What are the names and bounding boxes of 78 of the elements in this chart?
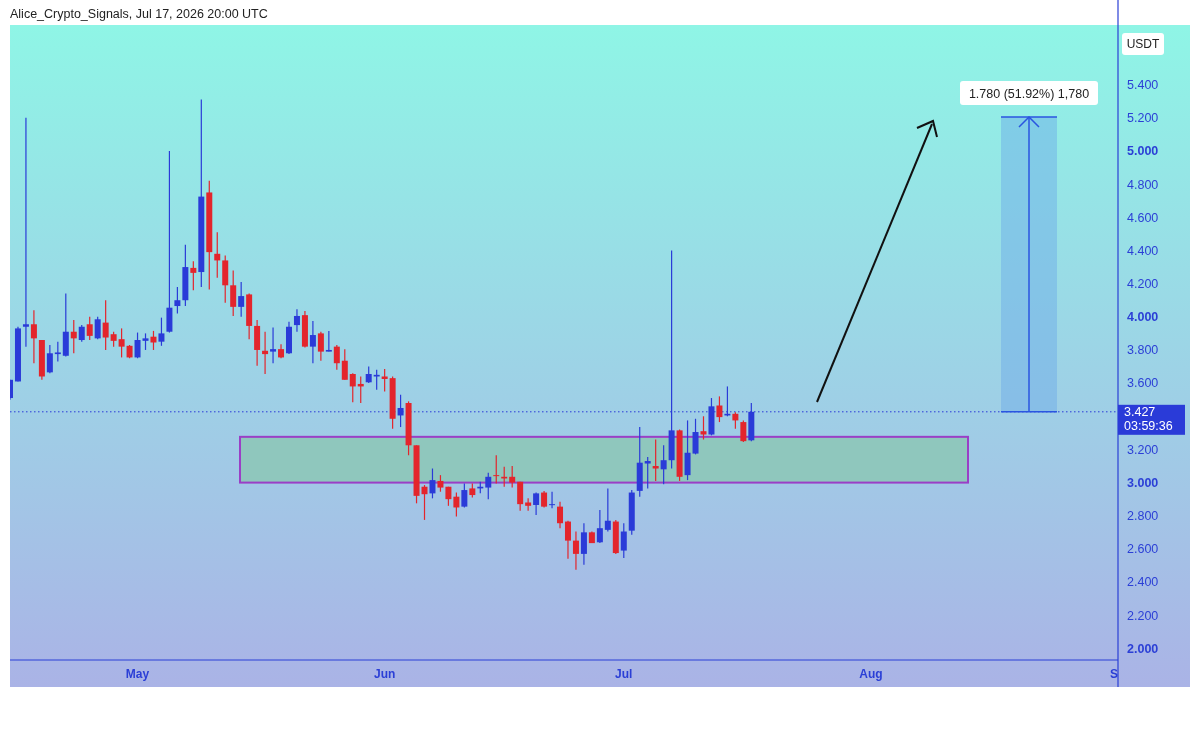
candlestick bbox=[525, 497, 532, 512]
candlestick bbox=[692, 418, 699, 456]
y-tick-label: 4.400 bbox=[1127, 243, 1159, 258]
candlestick bbox=[549, 491, 556, 509]
candlestick bbox=[262, 331, 269, 375]
candlestick bbox=[429, 467, 436, 499]
y-axis-title: USDT bbox=[1126, 37, 1160, 51]
candlestick bbox=[190, 260, 197, 291]
candlestick bbox=[30, 309, 37, 364]
candlestick bbox=[230, 269, 237, 317]
candlestick bbox=[70, 319, 77, 354]
candlestick bbox=[238, 281, 245, 318]
y-tick-label: 2.200 bbox=[1127, 608, 1159, 623]
chart-title: Alice_Crypto_Signals, Jul 17, 2026 20:00 UTC bbox=[10, 7, 268, 21]
y-tick-label: 2.800 bbox=[1127, 509, 1159, 524]
candlestick bbox=[293, 308, 300, 333]
y-tick-label: 4.800 bbox=[1127, 177, 1159, 192]
y-tick-label: 4.200 bbox=[1127, 277, 1159, 292]
candlestick bbox=[604, 487, 611, 533]
y-tick-label: 2.400 bbox=[1127, 575, 1159, 590]
candlestick bbox=[317, 331, 324, 362]
candlestick bbox=[485, 472, 492, 500]
y-tick-label: 5.200 bbox=[1127, 111, 1159, 126]
candlestick bbox=[421, 484, 428, 521]
x-tick-label: Jun bbox=[373, 667, 396, 681]
y-tick-label: 3.600 bbox=[1127, 376, 1159, 391]
candlestick bbox=[517, 481, 524, 512]
candlestick bbox=[94, 316, 101, 340]
candlestick bbox=[509, 465, 516, 489]
candlestick bbox=[134, 331, 141, 359]
candlestick bbox=[652, 438, 659, 482]
candlestick bbox=[325, 330, 332, 353]
candlestick bbox=[557, 501, 564, 529]
candlestick bbox=[150, 330, 157, 351]
candlestick bbox=[740, 419, 747, 443]
candlestick bbox=[54, 341, 61, 363]
candlestick bbox=[453, 491, 460, 518]
candlestick bbox=[341, 348, 348, 381]
candlestick bbox=[214, 231, 221, 279]
candlestick bbox=[700, 415, 707, 441]
candlestick bbox=[660, 444, 667, 485]
candlestick bbox=[86, 316, 93, 341]
y-tick-label: 2.000 bbox=[1127, 641, 1159, 656]
candlestick bbox=[397, 394, 404, 428]
annotation: 1.780 (51.92%) 1,780 bbox=[968, 86, 1090, 101]
y-tick-label: 4.600 bbox=[1127, 210, 1159, 225]
candlestick bbox=[716, 395, 723, 423]
candlestick bbox=[644, 456, 651, 489]
candlestick bbox=[572, 530, 579, 571]
y-tick-label: 3.800 bbox=[1127, 343, 1159, 358]
candlestick bbox=[493, 454, 500, 485]
candlestick bbox=[309, 320, 316, 364]
candlestick bbox=[564, 520, 571, 560]
x-tick-label: Aug bbox=[859, 667, 883, 681]
x-tick-label: Jul bbox=[615, 667, 633, 681]
candlestick bbox=[158, 317, 165, 347]
candlestick bbox=[270, 326, 277, 364]
candlestick bbox=[381, 368, 388, 393]
ref-line-label: 3.427 03:59:36 bbox=[1124, 404, 1173, 433]
candlestick bbox=[684, 419, 691, 481]
x-tick-label: May bbox=[125, 667, 150, 681]
y-tick-label: 3.200 bbox=[1127, 442, 1159, 457]
candlestick bbox=[596, 509, 603, 544]
y-tick-label: 4.000 bbox=[1127, 310, 1159, 325]
candlestick bbox=[333, 344, 340, 371]
candlestick bbox=[118, 327, 125, 359]
candlestick bbox=[102, 299, 109, 351]
candlestick bbox=[461, 482, 468, 509]
candlestick bbox=[174, 286, 181, 315]
candlestick bbox=[22, 117, 29, 348]
y-tick-label: 5.000 bbox=[1127, 144, 1159, 159]
y-tick-label: 5.400 bbox=[1127, 78, 1159, 93]
y-tick-label: 3.000 bbox=[1127, 475, 1159, 490]
candlestick bbox=[46, 344, 53, 374]
candlestick bbox=[349, 372, 356, 403]
y-tick-label: 2.600 bbox=[1127, 542, 1159, 557]
candlestick bbox=[580, 522, 587, 566]
candlestick bbox=[620, 522, 627, 559]
